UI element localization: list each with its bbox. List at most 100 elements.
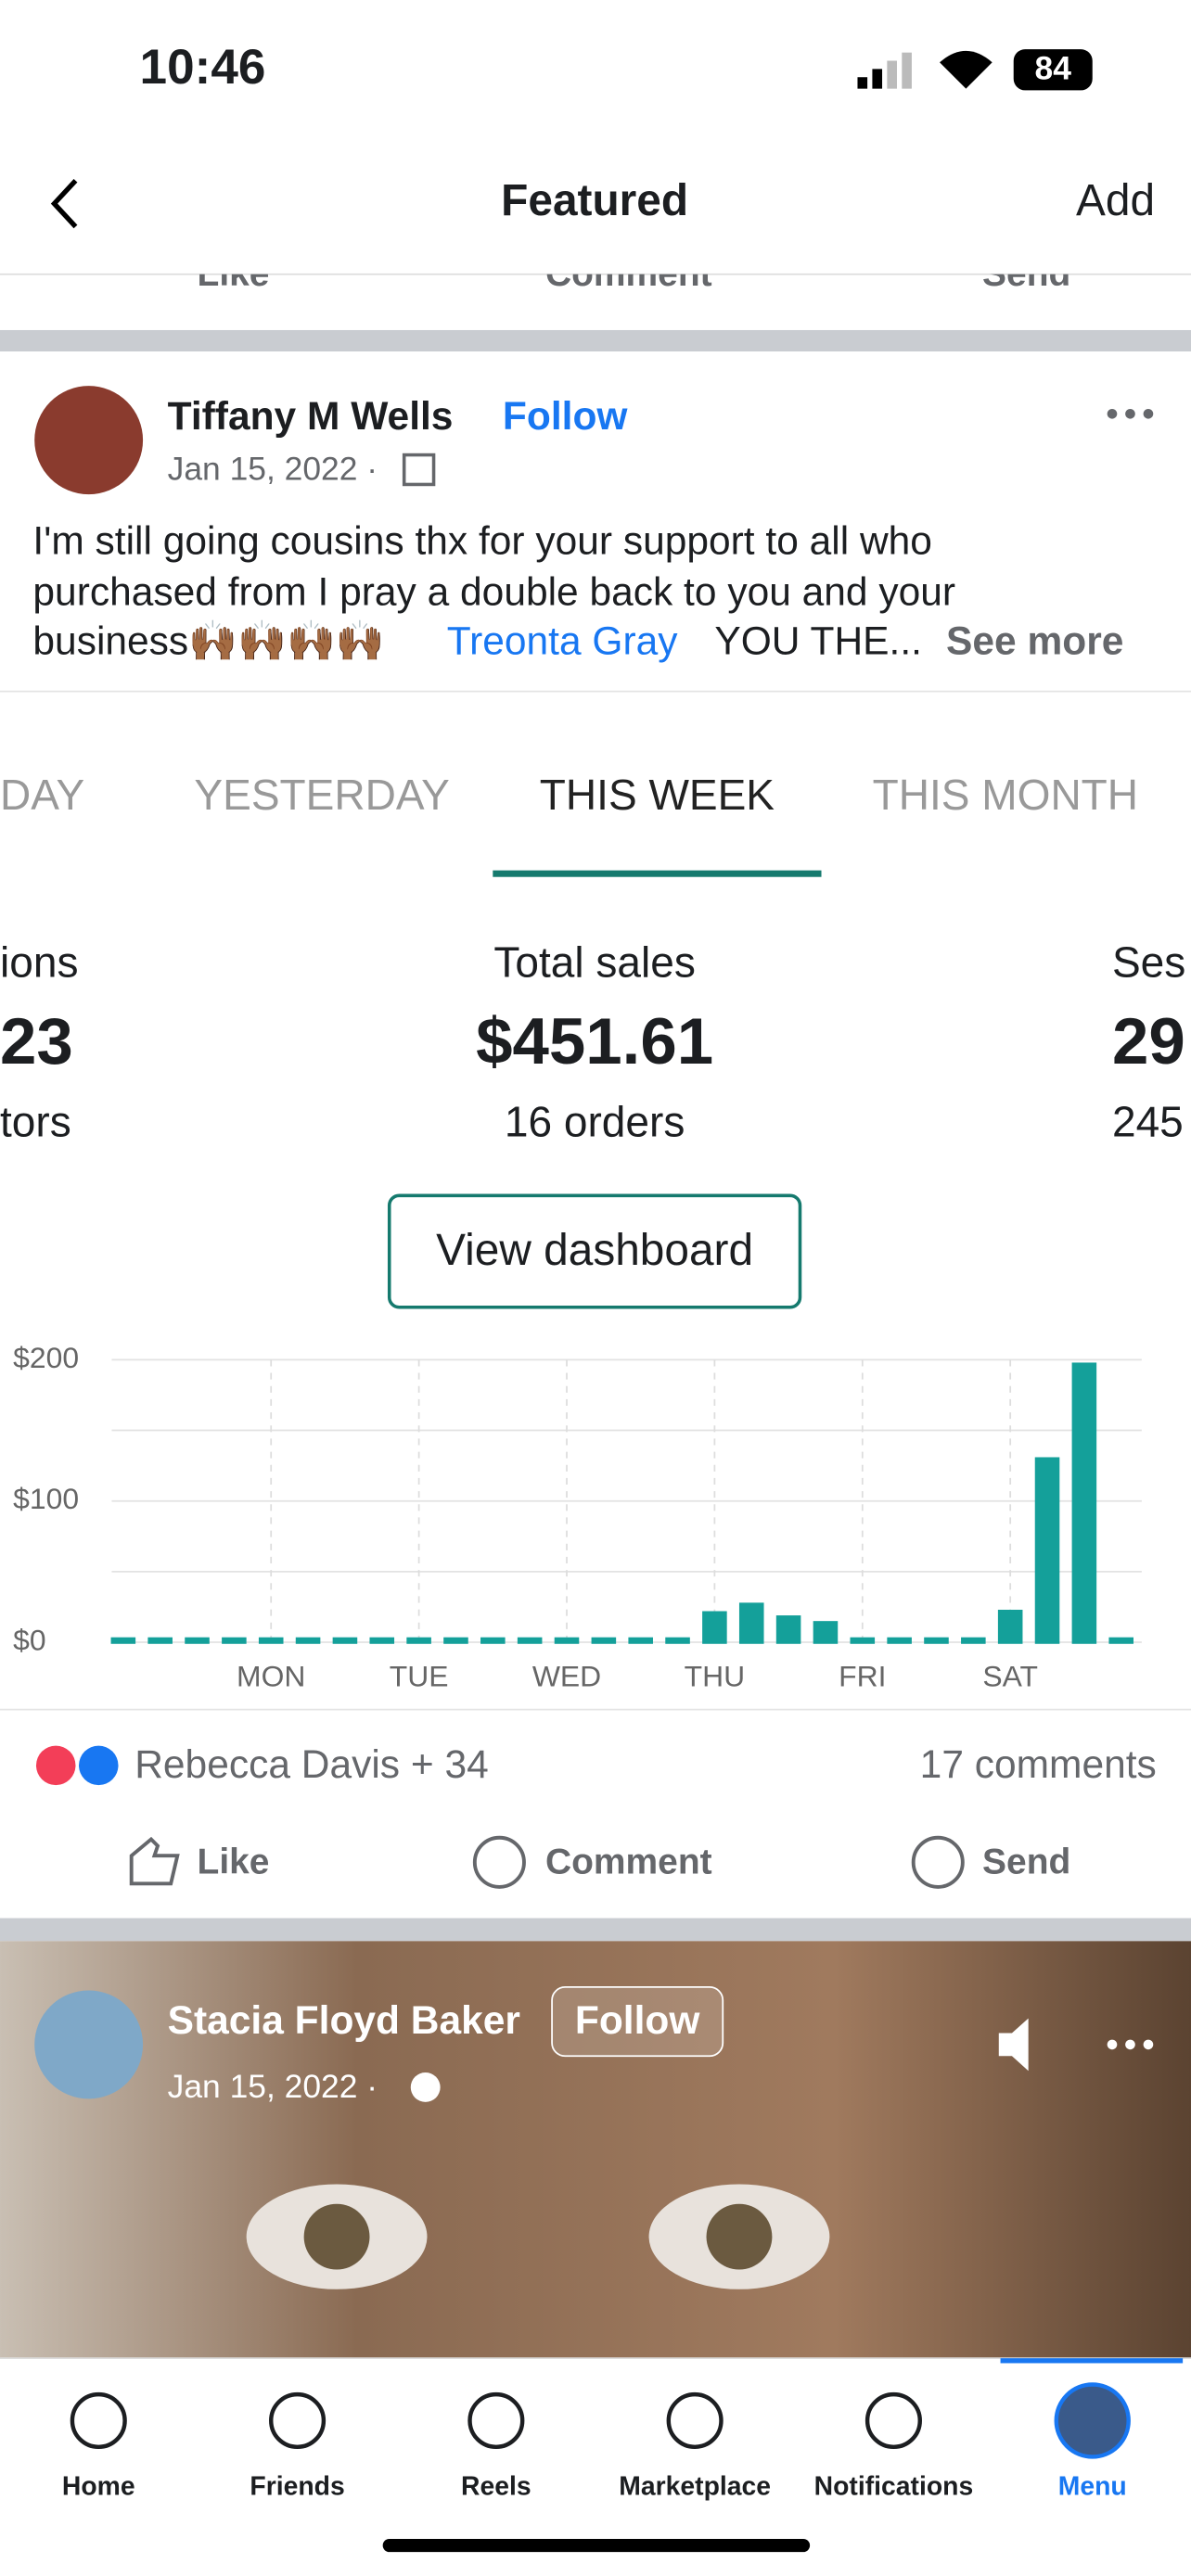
bar (738, 1602, 764, 1644)
bar (554, 1637, 580, 1644)
bar (1108, 1637, 1134, 1644)
like-icon (79, 1745, 119, 1786)
prev-like[interactable]: Like (198, 254, 270, 294)
bar (850, 1637, 876, 1644)
stat-label: ions (0, 938, 78, 987)
bar (406, 1637, 431, 1644)
back-button[interactable] (50, 179, 78, 229)
tab[interactable]: THIS MONTH (873, 771, 1138, 819)
bar (997, 1609, 1023, 1644)
avatar[interactable] (34, 1990, 144, 2099)
love-icon (35, 1745, 76, 1786)
tab-indicator (493, 870, 822, 877)
tab-icon (467, 2391, 525, 2450)
body-line: I'm still going cousins thx for your sup… (32, 519, 932, 563)
active-tab-indicator (1000, 2358, 1184, 2364)
tab-icon (864, 2391, 922, 2450)
bar (924, 1637, 949, 1644)
video-iris (303, 2203, 370, 2270)
separator (0, 1918, 1191, 1942)
dashboard-button[interactable] (387, 1193, 802, 1309)
tab-label[interactable]: Reels (461, 2472, 531, 2502)
bar (813, 1621, 839, 1644)
tab-icon (70, 2391, 127, 2450)
nav-title: Featured (501, 176, 688, 225)
mention[interactable]: Treonta Gray (447, 619, 679, 663)
stat-sub: 245 (1112, 1097, 1184, 1145)
bar (332, 1637, 358, 1644)
bar (775, 1615, 801, 1644)
tab-icon (1054, 2382, 1131, 2459)
reactions[interactable]: Rebecca Davis + 34 (134, 1743, 489, 1787)
x-tick-label: WED (532, 1659, 601, 1692)
video[interactable] (0, 1941, 1191, 2359)
x-tick-label: THU (685, 1659, 745, 1692)
x-tick-label: TUE (390, 1659, 449, 1692)
like-button[interactable]: Like (198, 1842, 270, 1881)
stat-value: $451.61 (476, 1005, 713, 1078)
bar (887, 1637, 912, 1644)
stat-value: 23 (0, 1005, 73, 1078)
bar (961, 1637, 986, 1644)
follow[interactable]: Follow (503, 395, 628, 439)
comment-button[interactable]: Comment (545, 1842, 712, 1881)
tab-bar-items: Home Friends Reels Marketplace Notifications… (62, 2382, 1131, 2502)
bar (702, 1611, 727, 1644)
prev-comment[interactable]: Comment (545, 254, 712, 294)
bar (480, 1637, 506, 1644)
send-icon (911, 1835, 965, 1889)
bar (369, 1637, 395, 1644)
bar (295, 1637, 321, 1644)
dashboard-button-label[interactable]: View dashboard (436, 1226, 753, 1275)
x-tick-label: FRI (839, 1659, 886, 1692)
author[interactable]: Tiffany M Wells (168, 395, 454, 439)
bar (591, 1637, 617, 1644)
stat-sub: tors (0, 1097, 71, 1145)
body-line: purchased from I pray a double back to y… (32, 570, 955, 614)
tab-label[interactable]: Menu (1058, 2472, 1127, 2502)
more-icon[interactable] (1107, 408, 1154, 419)
author[interactable]: Stacia Floyd Baker (168, 1999, 520, 2043)
y-tick-label: $100 (13, 1482, 79, 1515)
tab-icon (666, 2391, 724, 2450)
separator (0, 329, 1191, 351)
stat-label: Ses (1112, 938, 1185, 987)
avatar[interactable] (34, 386, 144, 495)
bar (665, 1637, 690, 1644)
bar (628, 1637, 653, 1644)
tab[interactable]: DAY (0, 771, 84, 819)
tab-label[interactable]: Friends (250, 2472, 344, 2502)
tab-active[interactable]: THIS WEEK (540, 771, 775, 819)
wifi (940, 50, 992, 89)
tab-label[interactable]: Marketplace (619, 2472, 771, 2502)
x-tick-label: MON (237, 1659, 305, 1692)
see-more[interactable]: See more (946, 619, 1123, 663)
tab-label[interactable]: Notifications (814, 2472, 974, 2502)
send-button[interactable]: Send (982, 1842, 1070, 1881)
add-button[interactable]: Add (1076, 176, 1155, 225)
tab-label[interactable]: Home (62, 2472, 135, 2502)
comments-count[interactable]: 17 comments (920, 1743, 1157, 1787)
privacy-icon (402, 453, 436, 487)
follow-button[interactable] (551, 1986, 724, 2058)
prev-send[interactable]: Send (982, 254, 1070, 294)
more-icon[interactable] (1107, 2039, 1154, 2050)
home-indicator (382, 2538, 811, 2553)
stat-label: Total sales (493, 938, 695, 987)
bar (443, 1637, 468, 1644)
mute-icon[interactable] (998, 2018, 1029, 2072)
battery (1013, 49, 1093, 91)
stat-sub: 16 orders (505, 1097, 685, 1145)
bar (258, 1637, 284, 1644)
stat-value: 29 (1112, 1005, 1185, 1078)
audience-icon (410, 2072, 441, 2102)
follow[interactable]: Follow (575, 1999, 700, 2043)
y-tick-label: $200 (13, 1341, 79, 1374)
x-tick-label: SAT (982, 1659, 1038, 1692)
bar (517, 1637, 543, 1644)
tab[interactable]: YESTERDAY (194, 771, 449, 819)
bar (1034, 1457, 1060, 1644)
bar (1071, 1362, 1097, 1644)
post-date: Jan 15, 2022 · (168, 451, 378, 488)
